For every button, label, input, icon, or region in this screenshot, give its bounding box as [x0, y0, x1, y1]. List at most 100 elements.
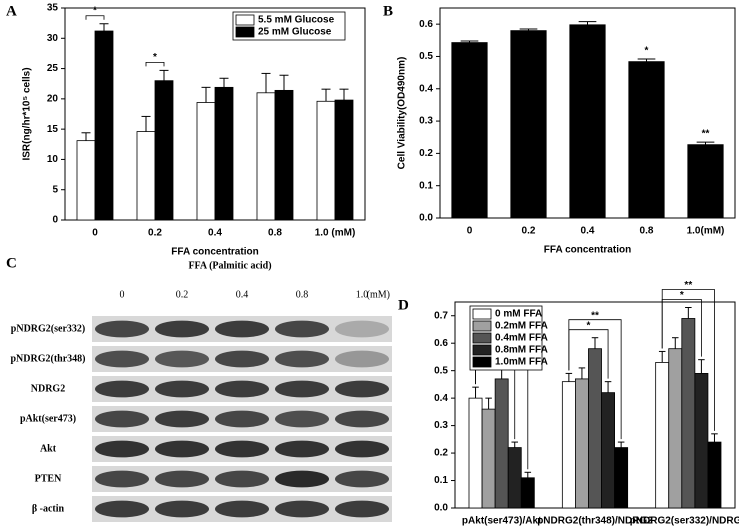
lane-label: 0: [120, 289, 125, 300]
row-label: NDRG2: [31, 383, 65, 394]
panel-label: C: [6, 255, 17, 271]
legend-swatch: [472, 356, 492, 368]
bar: [507, 447, 522, 509]
bar: [668, 348, 683, 509]
blot-band: [335, 410, 389, 428]
legend-label: 1.0mM FFA: [495, 357, 548, 368]
row-label: pAkt(ser473): [20, 413, 76, 424]
blot-band: [335, 440, 389, 458]
bar: [154, 80, 174, 221]
error-bar: [591, 337, 599, 349]
blot-band: [215, 350, 269, 368]
bar: [601, 392, 615, 509]
legend-label: 0.8mM FFA: [495, 345, 548, 356]
error-bar: [711, 433, 718, 443]
blot-band: [155, 380, 209, 398]
blot-band: [155, 440, 209, 458]
error-bar: [201, 86, 211, 103]
y-tick-label: 0.6: [434, 338, 448, 349]
legend-label: 25 mM Glucose: [258, 27, 332, 38]
y-tick-label: 0.2: [434, 448, 448, 459]
blot-band: [275, 320, 329, 338]
error-bar: [578, 367, 586, 379]
y-tick-label: 5: [52, 184, 58, 195]
significance-label: **: [702, 129, 710, 140]
blot-band: [95, 470, 149, 488]
significance-label: *: [153, 52, 157, 63]
row-label: β -actin: [32, 503, 65, 514]
significance-label: *: [587, 320, 591, 331]
x-tick-label: 0.4: [208, 228, 222, 239]
blot-band: [215, 500, 269, 518]
blot-band: [95, 440, 149, 458]
y-tick-label: 30: [47, 33, 59, 44]
bar: [614, 447, 629, 509]
panel-label: B: [383, 3, 393, 19]
significance-label: *: [645, 46, 649, 57]
legend-label: 5.5 mM Glucose: [258, 15, 335, 26]
error-bar: [578, 21, 597, 25]
x-tick-label: 0.4: [581, 226, 595, 237]
blot-band: [95, 500, 149, 518]
bar: [569, 24, 606, 219]
bar: [561, 381, 576, 509]
legend-swatch: [472, 332, 492, 344]
x-tick-label: 1.0(mM): [687, 226, 725, 237]
bar: [510, 30, 547, 219]
row-label: pNDRG2(thr348): [11, 353, 86, 364]
legend-swatch: [235, 26, 255, 38]
bar: [136, 131, 156, 221]
blot-band: [275, 350, 329, 368]
blot-title: FFA (Palmitic acid): [188, 260, 271, 271]
blot-band: [215, 440, 269, 458]
error-bar: [81, 132, 91, 141]
blot-band: [275, 410, 329, 428]
blot-band: [215, 470, 269, 488]
legend-label: 0 mM FFA: [495, 309, 542, 320]
lane-label: 0.4: [236, 289, 249, 300]
blot-band: [95, 350, 149, 368]
y-tick-label: 0.3: [434, 420, 448, 431]
x-tick-label: 0.8: [268, 228, 282, 239]
x-axis-label: FFA concentration: [544, 245, 631, 256]
blot-band: [335, 470, 389, 488]
x-tick-label: 0: [92, 228, 98, 239]
error-bar: [519, 28, 538, 31]
blot-band: [275, 500, 329, 518]
blot-band: [275, 470, 329, 488]
bar: [256, 92, 276, 221]
legend-label: 0.2mM FFA: [495, 321, 548, 332]
bar: [274, 89, 294, 221]
blot-band: [335, 380, 389, 398]
bar: [451, 42, 488, 219]
significance-label: *: [680, 290, 684, 301]
blot-band: [155, 350, 209, 368]
significance-bracket: [85, 15, 105, 20]
lane-unit: (mM): [367, 289, 390, 300]
error-bar: [617, 441, 625, 448]
x-tick-label: 0: [467, 226, 473, 237]
blot-band: [215, 320, 269, 338]
y-tick-label: 25: [47, 63, 59, 74]
bar: [316, 100, 336, 221]
lane-label: 0.8: [296, 289, 309, 300]
error-bar: [261, 72, 271, 93]
panel-label: A: [6, 3, 17, 19]
blot-band: [335, 320, 389, 338]
y-tick-label: 0.3: [419, 116, 433, 127]
bar: [520, 477, 535, 509]
y-tick-label: 0.5: [419, 51, 433, 62]
y-tick-label: 35: [47, 3, 59, 14]
error-bar: [219, 77, 229, 88]
y-tick-label: 10: [47, 154, 59, 165]
row-label: Akt: [40, 443, 57, 454]
blot-band: [95, 380, 149, 398]
y-axis-label: ISR(ng/hr*10⁵ cells): [22, 67, 33, 160]
bar: [575, 378, 589, 509]
blot-band: [275, 380, 329, 398]
bar: [628, 61, 665, 219]
bar: [494, 378, 509, 509]
blot-band: [155, 410, 209, 428]
error-bar: [604, 381, 612, 393]
